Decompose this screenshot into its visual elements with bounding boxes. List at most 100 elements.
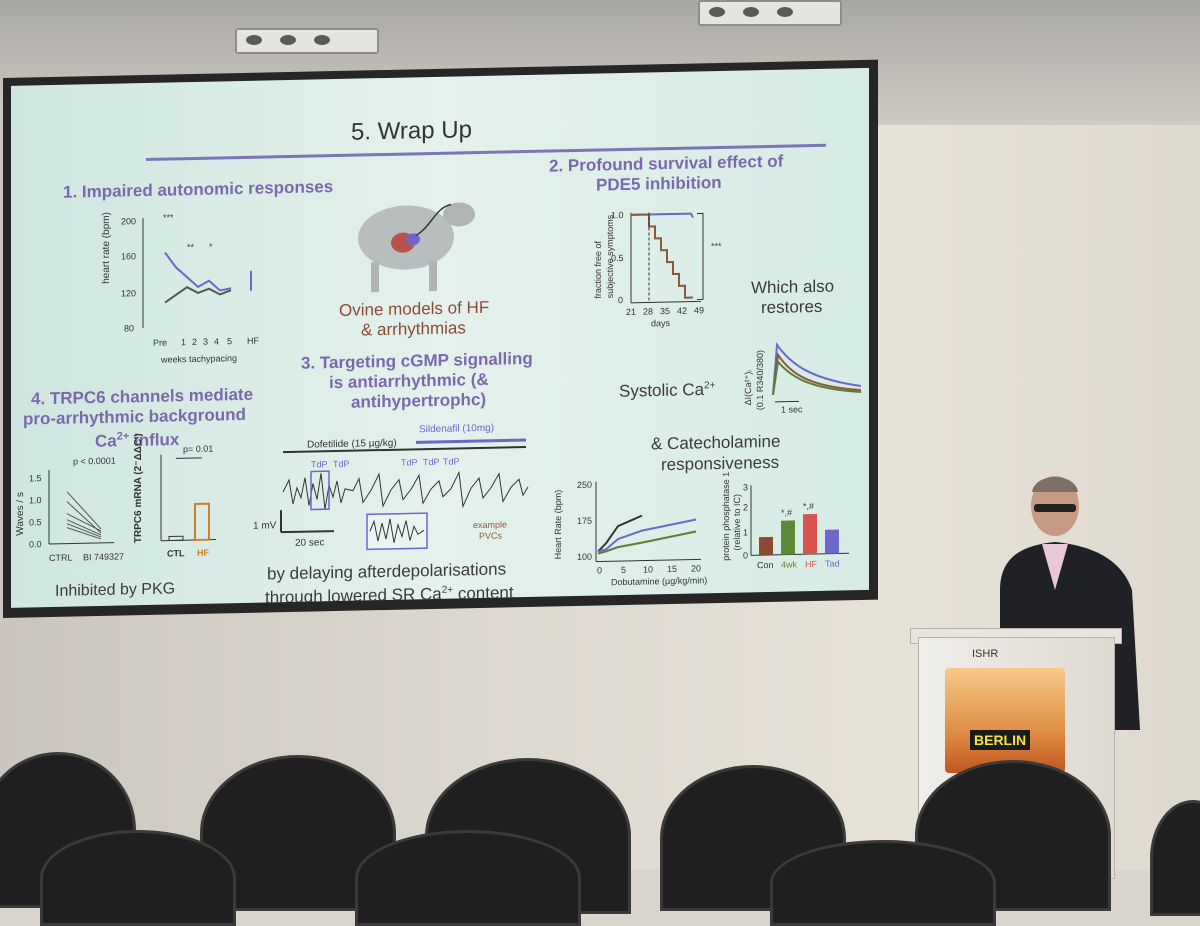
tdp-label: TdP (401, 457, 418, 468)
survival-plot (630, 212, 704, 304)
bar-ytick: 3 (743, 482, 749, 493)
slide: 5. Wrap Up 1. Impaired autonomic respons… (11, 67, 869, 608)
projection-screen: 5. Wrap Up 1. Impaired autonomic respons… (3, 59, 878, 618)
section2-ytick: 1.0 (611, 210, 624, 221)
dobutamine-plot (595, 481, 701, 563)
tdp-label: TdP (443, 456, 460, 467)
hr-xtick: 0 (597, 565, 603, 576)
calcium-ylabel: ΔΙ(Ca²⁺)ᵢ (743, 370, 753, 406)
section2-ylabel: fraction free of (593, 240, 603, 299)
waves-xlabel: CTRL (49, 552, 73, 564)
section1-ytick: 120 (121, 288, 137, 299)
section2-heading: 2. Profound survival effect of (549, 151, 784, 176)
restores-text: restores (761, 296, 823, 318)
hr-ytick: 175 (577, 515, 593, 526)
waves-paired-plot (48, 470, 114, 545)
bar-ytick: 0 (743, 550, 749, 561)
section1-xtick: 3 (203, 336, 209, 347)
waves-ytick: 0.0 (29, 539, 42, 550)
section2-xtick: 21 (626, 306, 637, 317)
bar-ylabel: protein phosphatase 1 (721, 471, 731, 561)
section2-ytick: 0.5 (611, 253, 624, 264)
bar-ytick: 1 (743, 527, 749, 538)
tdp-zoom-inset (366, 512, 428, 551)
bar-sig: *,# (781, 507, 793, 518)
section1-heading: 1. Impaired autonomic responses (63, 177, 334, 202)
bar-label: Con (757, 559, 774, 571)
hr-xtick: 10 (643, 564, 654, 575)
section2-sig: *** (711, 240, 722, 252)
section2-xtick: 35 (660, 306, 671, 317)
ceiling-light (235, 28, 379, 54)
waves-ytick: 1.0 (29, 495, 42, 506)
scale-mv: 1 mV (253, 520, 277, 532)
chair (40, 830, 236, 926)
section3-heading: antihypertrophc) (351, 389, 487, 412)
waves-xlabel: BI 749327 (83, 551, 125, 563)
hr-xtick: 15 (667, 563, 678, 575)
drug-bars (283, 438, 526, 454)
section1-xtick: 2 (192, 336, 198, 348)
bar-label: HF (805, 558, 817, 570)
section1-ytick: 80 (124, 323, 135, 334)
waves-p: p < 0.0001 (73, 455, 116, 467)
calcium-transient-plot (772, 341, 862, 403)
section2-heading: PDE5 inhibition (596, 172, 722, 195)
waves-ytick: 1.5 (29, 473, 42, 484)
section1-xtick: Pre (153, 337, 168, 348)
waves-ytick: 0.5 (29, 517, 42, 528)
chair (770, 840, 996, 926)
sheep-caption: & arrhythmias (361, 318, 466, 340)
pp1-bar-chart (750, 485, 849, 556)
hr-xlabel: Dobutamine (µg/kg/min) (611, 575, 708, 588)
calcium-ylabel2: (0.1 R340/380) (755, 349, 765, 411)
slide-title: 5. Wrap Up (351, 116, 472, 146)
tdp-label: TdP (423, 456, 440, 468)
heart-rate-plot (142, 218, 252, 329)
section3-heading: 3. Targeting cGMP signalling (301, 348, 533, 373)
section1-xlabel: weeks tachypacing (161, 353, 238, 365)
ecg-trace (282, 470, 529, 511)
chair (355, 830, 581, 926)
section4-heading: pro-arrhythmic background (23, 404, 246, 429)
section1-xtick: 1 (181, 337, 187, 348)
bar-label: 4wk (781, 559, 798, 570)
catechol-text: & Catecholamine (651, 431, 781, 454)
example-pvcs: example (473, 519, 508, 531)
section2-xlabel: days (651, 318, 671, 329)
tdp-label: TdP (333, 458, 350, 470)
podium-poster (945, 668, 1065, 773)
section2-xtick: 28 (643, 306, 654, 317)
restores-text: Which also (751, 276, 835, 298)
section1-xtick: 5 (227, 336, 233, 347)
section2-xtick: 49 (694, 305, 705, 316)
mrna-xlabel: HF (197, 547, 209, 558)
hr-xtick: 5 (621, 564, 627, 576)
section2-ytick: 0 (618, 295, 624, 306)
section4-footer: Inhibited by PKG (55, 580, 176, 600)
bar-sig: *,# (803, 501, 815, 512)
section1-ytick: 200 (121, 216, 137, 227)
systolic-label: Systolic Ca2+ (619, 379, 716, 401)
mrna-bar-chart (160, 454, 216, 542)
hr-ytick: 100 (577, 551, 593, 562)
mrna-xlabel: CTL (167, 548, 185, 559)
section3-heading: is antiarrhythmic (& (329, 369, 489, 393)
bar-ytick: 2 (743, 502, 749, 513)
section3-footer: through lowered SR Ca2+ content (265, 582, 514, 608)
calcium-scale: 1 sec (781, 404, 803, 415)
section2-xtick: 42 (677, 305, 688, 316)
tdp-label: TdP (311, 459, 328, 470)
waves-ylabel: Waves / s (15, 491, 26, 536)
section1-ylabel: heart rate (bpm) (101, 212, 112, 284)
scale-bars (280, 510, 334, 534)
bar-ylabel: (relative to IC) (732, 494, 742, 551)
sheep-illustration (358, 202, 475, 293)
hr-ylabel: Heart Rate (bpm) (553, 489, 563, 560)
section1-xtick: HF (247, 335, 259, 346)
sheep-caption: Ovine models of HF (339, 297, 490, 320)
example-pvcs: PVCs (479, 530, 503, 542)
hr-xtick: 20 (691, 563, 702, 574)
bar-label: Tad (825, 558, 840, 569)
section1-ytick: 160 (121, 251, 137, 262)
